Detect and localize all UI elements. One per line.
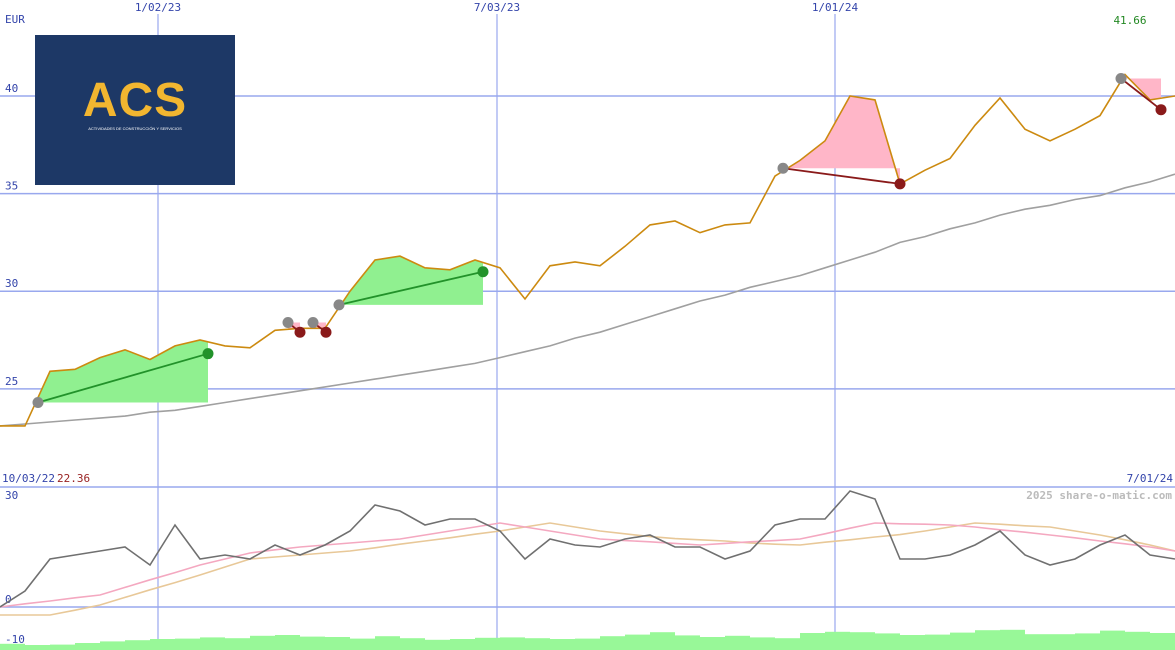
volume-bar [325,637,350,650]
volume-bar [475,637,500,650]
company-logo: ACS ACTIVIDADES DE CONSTRUCCIÓN Y SERVIC… [35,35,235,185]
series-line [0,73,1175,427]
volume-bar [925,634,950,650]
series-line [0,173,1175,427]
y-tick-label: 35 [5,180,18,193]
x-tick-label: 1/01/24 [812,1,859,14]
volume-bar [950,632,975,650]
volume-bar [800,633,825,650]
trade-entry [307,316,319,328]
trade-line [338,270,484,306]
volume-bar [600,636,625,650]
watermark: 2025 share-o-matic.com [1026,489,1172,502]
volume-bar [300,636,325,650]
trade-exit [320,326,332,338]
volume-bar [500,637,525,650]
volume-bar [700,637,725,650]
volume-bar [350,638,375,650]
volume-bar [825,631,850,650]
trade-entry [282,316,294,328]
low-label: 22.36 [57,472,90,485]
volume-bar [975,630,1000,650]
logo-tagline: ACTIVIDADES DE CONSTRUCCIÓN Y SERVICIOS [88,126,182,131]
x-range-start: 10/03/22 [2,472,55,485]
volume-bar [775,638,800,650]
y-tick-label: -10 [5,633,25,646]
y-tick-label: 30 [5,489,18,502]
volume-bar [100,641,125,650]
trade-area [1121,74,1161,100]
volume-bar [250,635,275,650]
x-tick-label: 7/03/23 [474,1,520,14]
volume-bar [750,637,775,650]
trade-exit [202,348,214,360]
volume-bar [125,640,150,650]
trade-area [38,340,208,403]
trade-entry [333,299,345,311]
trade-entry [777,162,789,174]
trade-exit [894,178,906,190]
y-tick-label: 25 [5,375,18,388]
volume-bar [1075,633,1100,650]
volume-bar [150,639,175,650]
series-line [0,490,1175,608]
volume-bar [1150,633,1175,650]
volume-bar [1000,629,1025,650]
volume-bar [675,635,700,650]
volume-bar [75,643,100,650]
volume-bar [25,645,50,650]
volume-bar [1025,634,1050,650]
volume-bar [0,643,25,650]
logo-name: ACS [82,74,188,127]
volume-bar [650,632,675,650]
volume-bar [900,635,925,650]
trade-exit [1155,104,1167,116]
trade-line [1120,77,1162,111]
y-tick-label: 40 [5,82,18,95]
volume-bar [625,634,650,650]
series-line [0,522,1175,608]
volume-bar [550,639,575,650]
volume-bar [575,638,600,650]
trade-entry [32,396,44,408]
volume-bar [1050,634,1075,650]
volume-bar [875,633,900,650]
x-range-end: 7/01/24 [1127,472,1174,485]
trade-entry [1115,72,1127,84]
x-tick-label: 1/02/23 [135,1,181,14]
y-tick-label: 0 [5,593,12,606]
volume-bar [400,638,425,650]
y-tick-label: 30 [5,277,18,290]
volume-bar [175,638,200,650]
volume-bar [525,638,550,650]
volume-bar [1125,631,1150,650]
series-line [0,522,1175,616]
trade-area [339,256,483,308]
volume-bar [850,632,875,650]
trade-area [783,96,900,184]
trade-exit [294,326,306,338]
volume-bar [275,635,300,650]
trade-exit [477,266,489,278]
high-label: 41.66 [1113,14,1146,27]
volume-bar [50,644,75,650]
volume-bar [375,636,400,650]
trade-line [782,167,901,185]
volume-bar [425,639,450,650]
volume-bar [725,635,750,650]
volume-bar [450,639,475,650]
volume-bar [200,637,225,650]
trade-line [37,352,209,404]
volume-bar [1100,630,1125,650]
y-axis-label: EUR [5,13,25,26]
volume-bar [225,638,250,650]
